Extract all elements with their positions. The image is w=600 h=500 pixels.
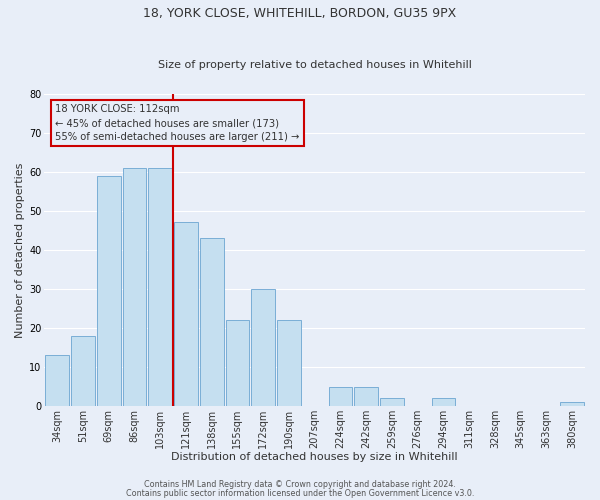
Bar [46, 356, 69, 406]
Text: Contains public sector information licensed under the Open Government Licence v3: Contains public sector information licen… [126, 489, 474, 498]
Bar [226, 320, 249, 406]
Bar [431, 398, 455, 406]
Text: 18, YORK CLOSE, WHITEHILL, BORDON, GU35 9PX: 18, YORK CLOSE, WHITEHILL, BORDON, GU35 … [143, 8, 457, 20]
Bar [97, 176, 121, 406]
Bar [380, 398, 404, 406]
Bar [174, 222, 198, 406]
Y-axis label: Number of detached properties: Number of detached properties [15, 162, 25, 338]
Bar [148, 168, 172, 406]
Bar [277, 320, 301, 406]
Bar [355, 386, 378, 406]
Text: 18 YORK CLOSE: 112sqm
← 45% of detached houses are smaller (173)
55% of semi-det: 18 YORK CLOSE: 112sqm ← 45% of detached … [55, 104, 299, 142]
Text: Contains HM Land Registry data © Crown copyright and database right 2024.: Contains HM Land Registry data © Crown c… [144, 480, 456, 489]
Bar [329, 386, 352, 406]
Bar [71, 336, 95, 406]
X-axis label: Distribution of detached houses by size in Whitehill: Distribution of detached houses by size … [172, 452, 458, 462]
Bar [122, 168, 146, 406]
Bar [200, 238, 224, 406]
Title: Size of property relative to detached houses in Whitehill: Size of property relative to detached ho… [158, 60, 472, 70]
Bar [560, 402, 584, 406]
Bar [251, 289, 275, 406]
